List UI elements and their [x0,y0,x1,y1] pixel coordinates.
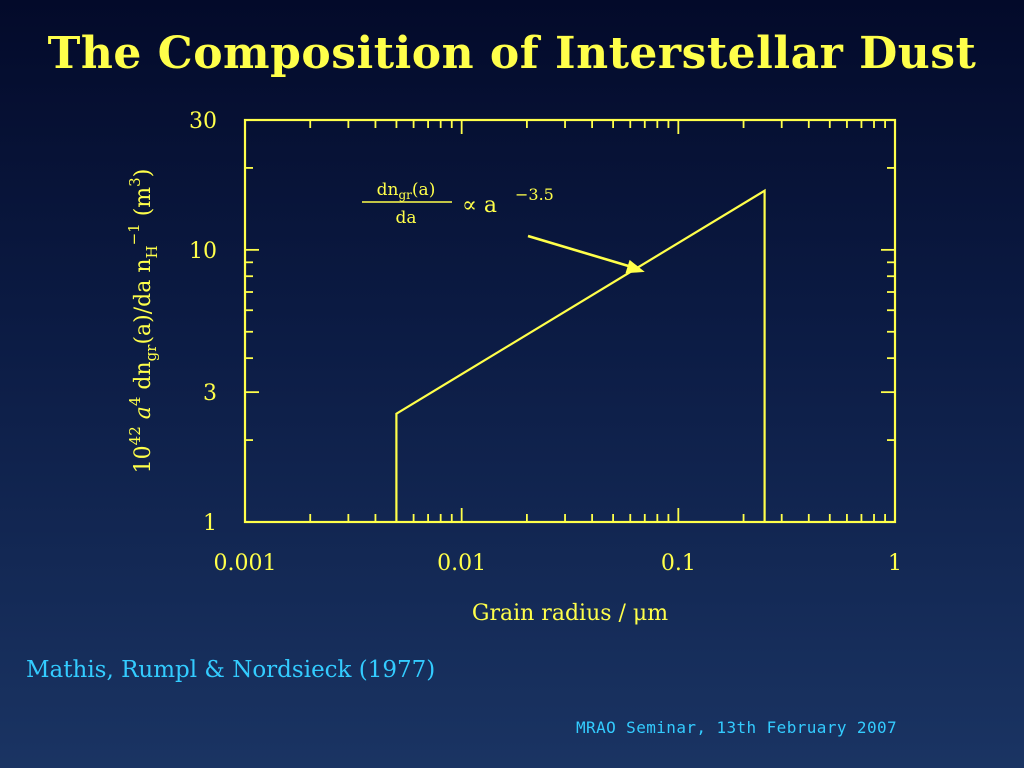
y-tick-label: 10 [189,239,217,264]
x-axis-label: Grain radius / μm [472,601,668,626]
footer-text: MRAO Seminar, 13th February 2007 [576,718,898,737]
x-tick-label: 1 [888,551,902,576]
y-tick-label: 30 [189,109,217,134]
annotation-arrow-head [625,259,645,274]
plot-frame [243,118,897,524]
annotation-numerator: dngr(a) [377,180,436,202]
annotation-exponent: −3.5 [515,185,554,204]
y-axis-label: 1042 a4 dngr(a)/da nH−1 (m3) [125,169,161,474]
x-tick-label: 0.01 [437,551,486,576]
annotation-arrow-shaft [527,234,636,270]
x-tick-label: 0.001 [214,551,277,576]
y-tick-label: 1 [203,511,217,536]
y-tick-label: 3 [203,381,217,406]
slide-title: The Composition of Interstellar Dust [47,28,977,79]
annotation-relation: ∝ a [462,193,497,218]
annotation-denominator: da [395,208,416,228]
x-tick-label: 0.1 [661,551,696,576]
citation: Mathis, Rumpl & Nordsieck (1977) [26,657,436,683]
series-line-1 [395,188,766,522]
